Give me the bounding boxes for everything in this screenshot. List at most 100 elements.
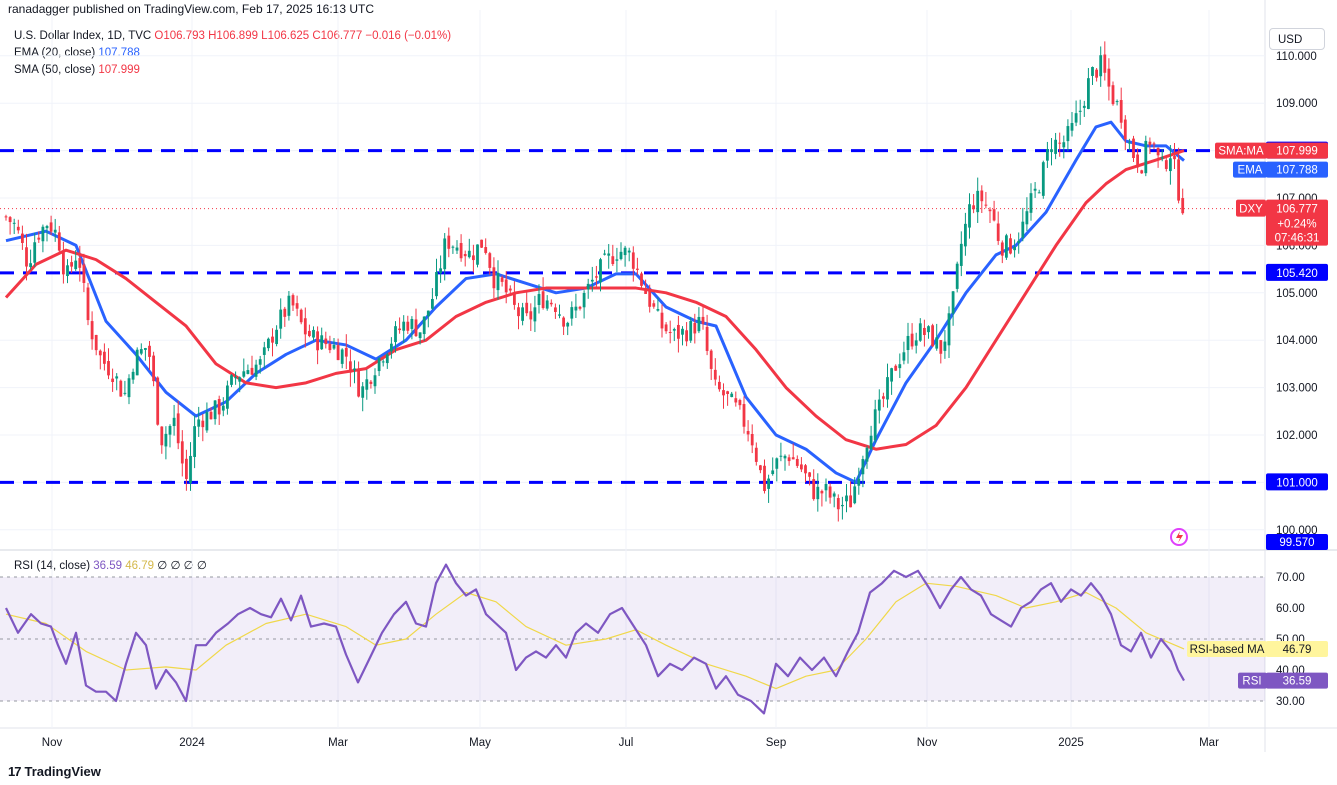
candle-body: [74, 260, 78, 270]
candle-body: [439, 268, 442, 274]
price-tick-label: 105.000: [1276, 288, 1318, 300]
candle-body: [230, 375, 233, 385]
candle-body: [972, 205, 975, 210]
time-tick-label: Sep: [766, 737, 786, 749]
candle-body: [1099, 55, 1103, 77]
candle-body: [29, 263, 32, 268]
candle-body: [726, 391, 729, 394]
candle-body: [533, 307, 537, 322]
candle-body: [841, 504, 844, 507]
candle-body: [713, 369, 717, 380]
candle-body: [271, 336, 274, 343]
candle-body: [418, 332, 422, 339]
candle-body: [730, 393, 734, 398]
candle-body: [1070, 123, 1074, 131]
candle-body: [16, 226, 20, 231]
candle-body: [882, 396, 885, 399]
candle-body: [66, 265, 69, 277]
candle-body: [599, 259, 602, 283]
candle-body: [492, 267, 496, 289]
time-tick-label: 2024: [179, 737, 205, 749]
candle-body: [685, 330, 688, 342]
candle-body: [398, 328, 401, 331]
candle-body: [886, 377, 889, 400]
candle-body: [644, 288, 647, 294]
candle-body: [1164, 160, 1168, 169]
candle-body: [968, 204, 971, 228]
candle-body: [70, 262, 73, 267]
candle-body: [521, 307, 524, 321]
candle-body: [738, 400, 742, 406]
candle-body: [964, 223, 967, 247]
candle-body: [525, 302, 529, 314]
candle-body: [160, 426, 164, 446]
candle-body: [451, 246, 455, 248]
candle-body: [656, 309, 660, 311]
candle-body: [340, 349, 344, 364]
candle-body: [332, 344, 336, 349]
candle-body: [127, 378, 131, 398]
candle-body: [139, 349, 143, 354]
candle-body: [697, 316, 701, 332]
candle-body: [1177, 159, 1180, 201]
candle-body: [217, 398, 221, 415]
candle-body: [824, 483, 828, 491]
candle-body: [804, 465, 807, 474]
candle-body: [41, 226, 45, 242]
candle-body: [1152, 143, 1156, 145]
candle-body: [693, 322, 697, 334]
candle-body: [246, 370, 250, 374]
candle-body: [1017, 240, 1021, 243]
candle-body: [480, 239, 483, 248]
candle-body: [385, 354, 389, 364]
candle-body: [836, 498, 840, 510]
candle-body: [267, 338, 270, 349]
candle-body: [1021, 221, 1025, 238]
currency-button[interactable]: USD: [1269, 28, 1325, 50]
candle-body: [902, 352, 906, 361]
symbol-title[interactable]: U.S. Dollar Index, 1D, TVC: [14, 30, 152, 42]
candle-body: [103, 351, 106, 364]
candle-body: [984, 204, 988, 206]
time-tick-label: Mar: [328, 737, 348, 749]
candle-body: [250, 367, 254, 375]
candle-body: [767, 478, 770, 489]
candle-body: [574, 306, 578, 311]
candle-body: [660, 312, 664, 329]
candle-body: [189, 455, 192, 483]
candle-body: [443, 238, 447, 270]
price-tick-label: 103.000: [1276, 383, 1318, 395]
candle-body: [619, 251, 623, 260]
candle-body: [201, 420, 205, 428]
candle-body: [1181, 198, 1185, 214]
rsi-tag-label-box: [1238, 672, 1267, 689]
candle-body: [959, 243, 963, 266]
candle-body: [1062, 142, 1066, 148]
candle-body: [742, 404, 746, 427]
candle-body: [287, 295, 291, 316]
candle-body: [992, 209, 996, 221]
candle-body: [78, 258, 82, 268]
candle-body: [463, 253, 467, 257]
tradingview-brand[interactable]: 17 TradingView: [8, 764, 101, 779]
candle-body: [517, 307, 520, 317]
candle-body: [467, 250, 471, 258]
sma-label: SMA (50, close): [14, 64, 96, 76]
candle-body: [849, 495, 852, 508]
candle-body: [668, 332, 672, 334]
candle-body: [496, 272, 500, 291]
candle-body: [205, 412, 209, 431]
candle-body: [455, 247, 459, 251]
candle-body: [504, 279, 508, 293]
candle-body: [1144, 140, 1148, 174]
published-by: ranadagger published on TradingView.com,…: [8, 2, 375, 16]
price-tick-label: 109.000: [1276, 98, 1318, 110]
candle-body: [431, 298, 434, 309]
sma-row[interactable]: SMA (50, close) 107.999: [14, 62, 451, 79]
candle-body: [1078, 110, 1082, 112]
candle-body: [927, 326, 930, 333]
candle-body: [570, 307, 574, 319]
candle-body: [234, 377, 237, 379]
candle-body: [1128, 142, 1131, 144]
